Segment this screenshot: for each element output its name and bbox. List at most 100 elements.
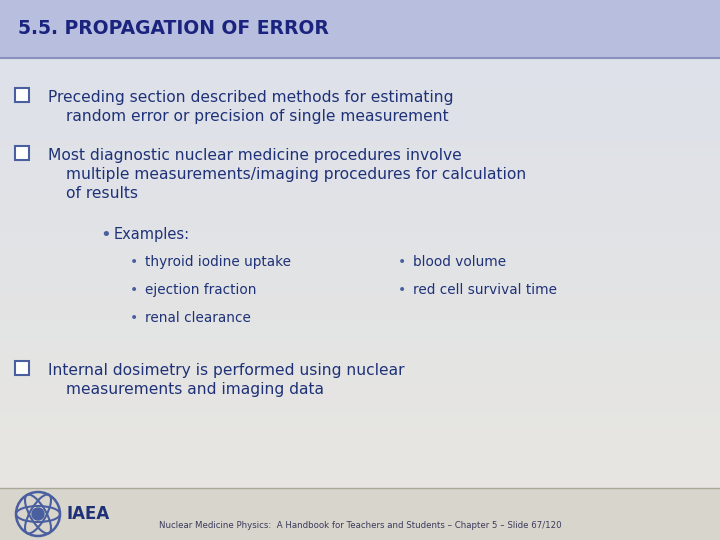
- Bar: [0, 11, 720, 16]
- Bar: [0, 162, 720, 167]
- Bar: [0, 146, 720, 151]
- Bar: [0, 157, 720, 162]
- Text: •: •: [398, 283, 406, 297]
- FancyBboxPatch shape: [15, 361, 29, 375]
- Bar: [0, 416, 720, 421]
- Text: Examples:: Examples:: [114, 227, 190, 242]
- Bar: [0, 421, 720, 427]
- Bar: [0, 92, 720, 97]
- Bar: [0, 448, 720, 454]
- Bar: [0, 227, 720, 232]
- Bar: [0, 270, 720, 275]
- Bar: [0, 221, 720, 227]
- Bar: [0, 113, 720, 119]
- Bar: [0, 502, 720, 508]
- Bar: [0, 65, 720, 70]
- Bar: [0, 281, 720, 286]
- Text: •: •: [130, 283, 138, 297]
- Bar: [0, 535, 720, 540]
- Circle shape: [32, 508, 44, 520]
- Bar: [0, 86, 720, 92]
- Bar: [0, 232, 720, 238]
- Bar: [0, 130, 720, 135]
- Bar: [0, 16, 720, 22]
- Text: •: •: [100, 226, 111, 244]
- Bar: [0, 216, 720, 221]
- Bar: [0, 76, 720, 81]
- Bar: [0, 140, 720, 146]
- Bar: [0, 0, 720, 58]
- Bar: [0, 346, 720, 351]
- Bar: [0, 243, 720, 248]
- Bar: [0, 400, 720, 405]
- Bar: [0, 167, 720, 173]
- Bar: [0, 405, 720, 410]
- Bar: [0, 443, 720, 448]
- Bar: [0, 464, 720, 470]
- Bar: [0, 254, 720, 259]
- Text: Preceding section described methods for estimating: Preceding section described methods for …: [48, 90, 454, 105]
- Bar: [0, 238, 720, 243]
- Text: ejection fraction: ejection fraction: [145, 283, 256, 297]
- FancyBboxPatch shape: [15, 146, 29, 160]
- Bar: [0, 475, 720, 481]
- Text: measurements and imaging data: measurements and imaging data: [66, 382, 324, 397]
- Bar: [0, 367, 720, 373]
- Bar: [0, 275, 720, 281]
- Bar: [0, 362, 720, 367]
- Bar: [0, 59, 720, 65]
- Text: IAEA: IAEA: [66, 505, 109, 523]
- Text: •: •: [130, 255, 138, 269]
- Bar: [0, 383, 720, 389]
- Bar: [0, 335, 720, 340]
- Bar: [0, 248, 720, 254]
- Bar: [0, 329, 720, 335]
- Bar: [0, 200, 720, 205]
- Bar: [0, 119, 720, 124]
- Bar: [0, 54, 720, 59]
- Bar: [0, 286, 720, 292]
- Text: Nuclear Medicine Physics:  A Handbook for Teachers and Students – Chapter 5 – Sl: Nuclear Medicine Physics: A Handbook for…: [158, 522, 562, 530]
- FancyBboxPatch shape: [15, 88, 29, 102]
- Bar: [0, 459, 720, 464]
- Bar: [0, 389, 720, 394]
- Text: •: •: [130, 311, 138, 325]
- Text: 5.5. PROPAGATION OF ERROR: 5.5. PROPAGATION OF ERROR: [18, 19, 329, 38]
- Bar: [0, 103, 720, 108]
- Bar: [0, 108, 720, 113]
- Bar: [0, 313, 720, 319]
- Bar: [0, 378, 720, 383]
- Bar: [0, 265, 720, 270]
- Bar: [0, 437, 720, 443]
- Text: Internal dosimetry is performed using nuclear: Internal dosimetry is performed using nu…: [48, 363, 405, 378]
- Text: thyroid iodine uptake: thyroid iodine uptake: [145, 255, 291, 269]
- Bar: [0, 194, 720, 200]
- Bar: [0, 292, 720, 297]
- Bar: [0, 178, 720, 184]
- Bar: [0, 97, 720, 103]
- Bar: [0, 211, 720, 216]
- Bar: [0, 184, 720, 189]
- Bar: [0, 491, 720, 497]
- Bar: [0, 135, 720, 140]
- Bar: [0, 351, 720, 356]
- Bar: [0, 173, 720, 178]
- Bar: [0, 454, 720, 459]
- Bar: [0, 518, 720, 524]
- Text: of results: of results: [66, 186, 138, 201]
- Bar: [0, 205, 720, 211]
- Bar: [0, 340, 720, 346]
- Bar: [0, 70, 720, 76]
- Bar: [0, 32, 720, 38]
- Bar: [0, 427, 720, 432]
- Bar: [0, 259, 720, 265]
- Bar: [0, 486, 720, 491]
- Bar: [0, 297, 720, 302]
- Bar: [0, 488, 720, 540]
- Text: renal clearance: renal clearance: [145, 311, 251, 325]
- Text: random error or precision of single measurement: random error or precision of single meas…: [66, 109, 449, 124]
- Bar: [0, 308, 720, 313]
- Bar: [0, 324, 720, 329]
- Bar: [0, 513, 720, 518]
- Text: Most diagnostic nuclear medicine procedures involve: Most diagnostic nuclear medicine procedu…: [48, 148, 462, 163]
